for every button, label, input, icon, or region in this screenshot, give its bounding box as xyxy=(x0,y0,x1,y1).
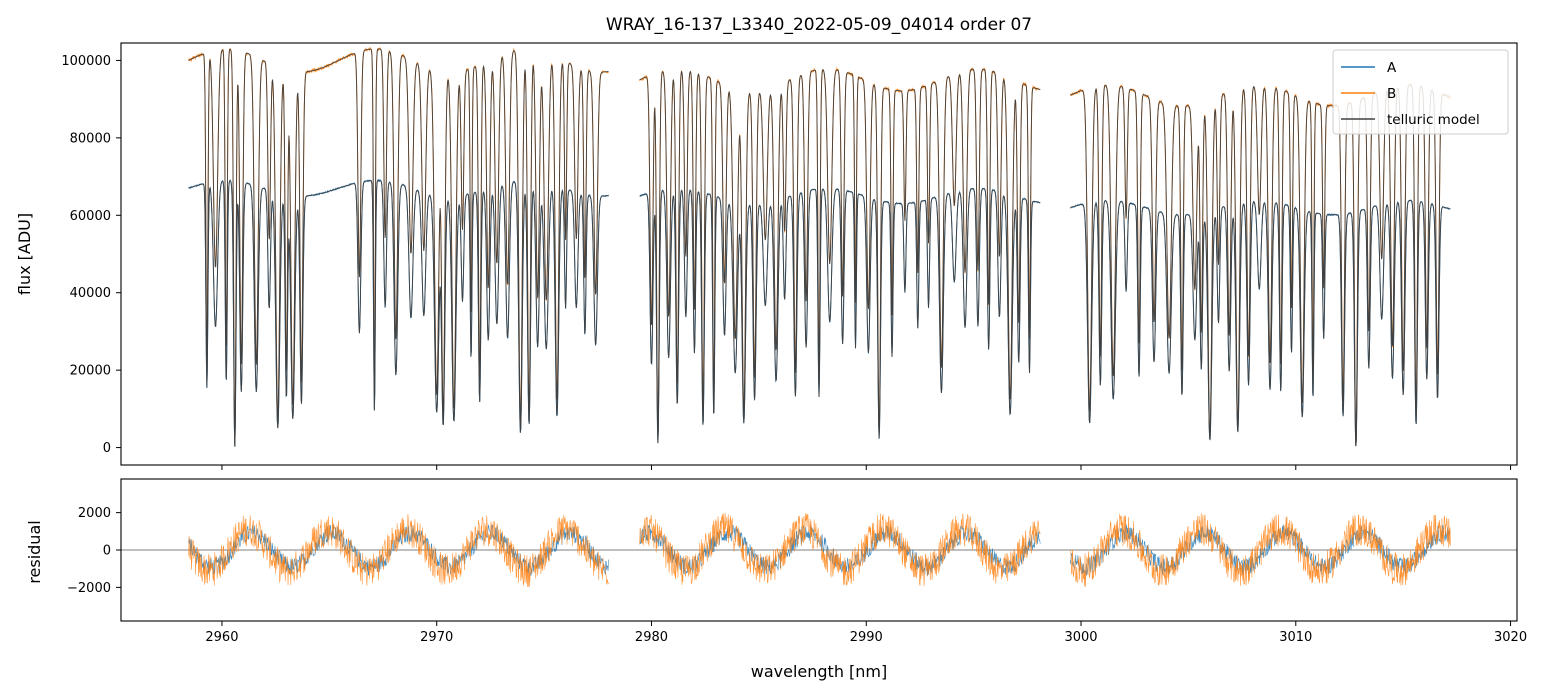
telluric-model-line-a-seg1 xyxy=(188,179,609,447)
legend-label-a: A xyxy=(1387,60,1397,76)
legend-label-b: B xyxy=(1387,86,1396,102)
telluric-model-line-b-seg2 xyxy=(639,68,1041,441)
top-y-tick-label: 20000 xyxy=(70,364,111,379)
bottom-plot-area xyxy=(121,512,1517,588)
bottom-y-axis-label: residual xyxy=(25,520,44,583)
chart-title: WRAY_16-137_L3340_2022-05-09_04014 order… xyxy=(606,15,1032,35)
top-axes-frame xyxy=(120,42,1518,466)
x-axis-label: wavelength [nm] xyxy=(751,662,888,681)
top-axes: 0 20000 40000 60000 80000 100000 flux [ADU] xyxy=(15,42,1518,470)
residual-b-line-seg2 xyxy=(639,512,1041,586)
top-y-tick-label: 100000 xyxy=(61,54,111,69)
bottom-y-tick-label: −2000 xyxy=(67,581,111,596)
series-a-line-seg1 xyxy=(188,178,609,447)
bottom-x-tick-label: 3010 xyxy=(1279,630,1312,645)
residual-b-line-seg1 xyxy=(188,514,609,588)
top-y-tick-label: 0 xyxy=(103,441,111,456)
bottom-x-ticks: 2960 2970 2980 2990 3000 3010 3020 xyxy=(205,621,1527,645)
telluric-model-line-a-seg2 xyxy=(639,188,1041,444)
bottom-y-tick-label: 2000 xyxy=(78,506,111,521)
residual-b-line-seg3 xyxy=(1070,513,1451,587)
legend-label-telluric: telluric model xyxy=(1387,112,1480,128)
bottom-x-tick-label: 2990 xyxy=(850,630,883,645)
top-y-axis-label: flux [ADU] xyxy=(15,213,34,295)
bottom-y-tick-label: 0 xyxy=(103,544,111,559)
top-y-tick-label: 80000 xyxy=(70,131,111,146)
legend: A B telluric model xyxy=(1332,49,1509,135)
bottom-y-ticks: −2000 0 2000 xyxy=(67,506,121,596)
top-y-ticks: 0 20000 40000 60000 80000 100000 xyxy=(61,54,121,456)
top-x-ticks xyxy=(221,465,1512,470)
bottom-x-tick-label: 2960 xyxy=(205,630,238,645)
bottom-x-tick-label: 3000 xyxy=(1064,630,1097,645)
bottom-x-tick-label: 2970 xyxy=(420,630,453,645)
bottom-x-tick-label: 3020 xyxy=(1494,630,1527,645)
bottom-x-tick-label: 2980 xyxy=(635,630,668,645)
legend-box xyxy=(1332,49,1509,135)
top-y-tick-label: 40000 xyxy=(70,286,111,301)
telluric-model-line-b-seg1 xyxy=(188,48,609,446)
top-plot-area xyxy=(188,46,1451,447)
telluric-model-line-a-seg3 xyxy=(1070,199,1451,447)
top-y-tick-label: 60000 xyxy=(70,209,111,224)
